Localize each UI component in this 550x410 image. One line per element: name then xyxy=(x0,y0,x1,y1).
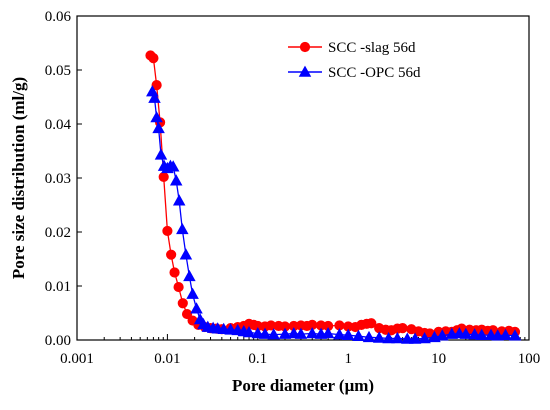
x-tick-label: 0.01 xyxy=(154,351,180,367)
data-point xyxy=(408,332,422,344)
data-point xyxy=(397,323,408,334)
series-opc xyxy=(146,85,522,344)
data-point xyxy=(475,328,488,340)
data-point xyxy=(372,331,386,343)
data-point xyxy=(169,267,180,278)
data-point xyxy=(224,323,237,335)
data-point xyxy=(242,325,256,338)
data-point xyxy=(287,327,301,339)
y-tick-label: 0.00 xyxy=(45,333,71,349)
data-point xyxy=(148,91,161,103)
data-point xyxy=(173,281,184,293)
data-point xyxy=(436,329,449,341)
data-point xyxy=(176,222,189,235)
legend-item: SCC -OPC 56d xyxy=(288,65,421,81)
x-tick-label: 10 xyxy=(431,351,446,367)
data-point xyxy=(382,331,395,344)
data-point xyxy=(305,327,319,339)
y-tick-label: 0.06 xyxy=(45,9,72,25)
y-axis-title: Pore size distribution (ml/g) xyxy=(9,77,28,279)
data-point xyxy=(366,318,377,329)
data-point xyxy=(258,327,272,339)
data-point xyxy=(151,80,162,91)
data-point xyxy=(418,331,431,344)
x-tick-label: 0.1 xyxy=(248,351,267,367)
legend-label: SCC -slag 56d xyxy=(328,40,416,56)
data-point xyxy=(251,327,265,339)
data-point xyxy=(391,331,404,344)
legend-marker xyxy=(298,65,312,77)
y-tick-label: 0.02 xyxy=(45,225,71,241)
data-point xyxy=(499,328,512,340)
data-point xyxy=(158,171,169,183)
data-point xyxy=(154,148,168,160)
data-point xyxy=(278,327,292,339)
series-line xyxy=(151,91,516,340)
data-point xyxy=(181,308,193,320)
plot-frame xyxy=(76,15,530,341)
data-point xyxy=(333,328,346,340)
y-tick-label: 0.04 xyxy=(45,117,72,133)
data-point xyxy=(352,329,365,341)
data-point xyxy=(150,111,163,123)
data-point xyxy=(321,327,335,339)
data-point xyxy=(162,225,173,237)
y-tick-label: 0.01 xyxy=(45,279,71,295)
legend: SCC -slag 56d SCC -OPC 56d xyxy=(288,40,421,81)
data-point xyxy=(341,328,355,340)
data-point xyxy=(166,249,177,260)
data-point xyxy=(362,330,376,343)
data-point xyxy=(401,332,414,344)
legend-marker xyxy=(299,41,311,53)
data-point xyxy=(166,160,180,172)
data-point xyxy=(491,329,504,341)
data-point xyxy=(294,327,308,339)
x-axis-title: Pore diameter (μm) xyxy=(232,376,374,395)
x-tick-label: 1 xyxy=(344,351,352,367)
data-point xyxy=(468,328,481,340)
x-tick-label: 100 xyxy=(518,351,541,367)
series-slag xyxy=(145,50,521,339)
data-point xyxy=(186,287,199,299)
x-axis: 0.001 0.01 0.1 1 10 100 xyxy=(60,334,540,367)
data-point xyxy=(172,194,186,206)
y-axis: 0.00 0.01 0.02 0.03 0.04 0.05 0.06 xyxy=(45,9,82,349)
y-tick-label: 0.05 xyxy=(45,63,71,79)
data-point xyxy=(169,174,183,186)
data-point xyxy=(148,53,159,64)
data-point xyxy=(152,121,165,134)
data-point xyxy=(179,248,193,260)
data-point xyxy=(190,302,203,314)
data-point xyxy=(177,298,188,309)
series-line xyxy=(150,54,516,335)
data-point xyxy=(508,329,522,341)
x-tick-label: 0.001 xyxy=(60,351,94,367)
legend-label: SCC -OPC 56d xyxy=(328,65,421,81)
data-point xyxy=(267,328,280,340)
data-point xyxy=(459,327,473,339)
data-point xyxy=(183,269,196,282)
legend-item: SCC -slag 56d xyxy=(288,40,416,56)
series-layer xyxy=(145,50,522,344)
y-tick-label: 0.03 xyxy=(45,171,71,187)
